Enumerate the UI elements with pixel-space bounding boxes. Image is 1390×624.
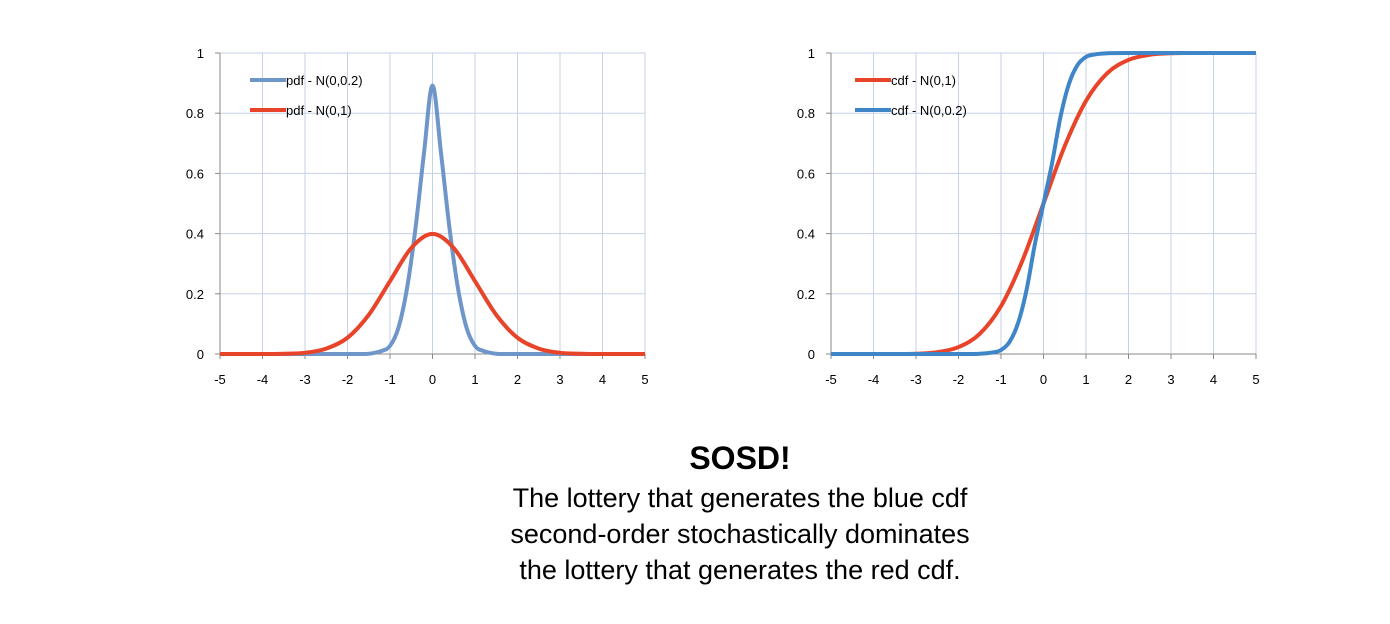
x-tick-label: 1	[1082, 372, 1089, 387]
legend-label: cdf - N(0,1)	[891, 73, 956, 88]
x-tick-label: 1	[471, 372, 478, 387]
y-tick-label: 0.6	[797, 166, 815, 181]
y-tick-label: 1	[197, 46, 204, 61]
x-tick-label: -1	[384, 372, 396, 387]
y-tick-label: 0.8	[797, 106, 815, 121]
series-line-2	[219, 231, 646, 357]
caption: SOSD! The lottery that generates the blu…	[395, 436, 1085, 588]
caption-line: the lottery that generates the red cdf.	[519, 555, 961, 585]
x-tick-label: 0	[429, 372, 436, 387]
x-tick-label: -5	[214, 372, 226, 387]
y-tick-label: 0.4	[186, 227, 204, 242]
chart-2: 0 0.2 0.4 0.6 0.8 1 -5 -4 -3 -2 -1 0 1 2 3 4 5 cdf - N(0,…	[797, 46, 1260, 387]
x-tick-label: -5	[825, 372, 837, 387]
y-tick-label: 0	[808, 347, 815, 362]
x-tick-label: -3	[910, 372, 922, 387]
x-tick-label: 4	[599, 372, 606, 387]
y-tick-label: 0	[197, 347, 204, 362]
x-tick-label: -4	[868, 372, 880, 387]
x-tick-label: -3	[299, 372, 311, 387]
caption-title: SOSD!	[689, 440, 791, 476]
caption-line: second-order stochastically dominates	[510, 519, 970, 549]
legend-label: pdf - N(0,1)	[286, 103, 352, 118]
x-tick-label: 5	[641, 372, 648, 387]
x-tick-label: -1	[995, 372, 1007, 387]
series-line-2	[830, 50, 1257, 357]
x-tick-label: 2	[1125, 372, 1132, 387]
x-tick-label: -4	[257, 372, 269, 387]
caption-line: The lottery that generates the blue cdf	[512, 483, 968, 513]
x-tick-label: 3	[1167, 372, 1174, 387]
x-tick-label: 2	[514, 372, 521, 387]
y-tick-label: 0.2	[186, 287, 204, 302]
legend-label: cdf - N(0,0.2)	[891, 103, 967, 118]
x-tick-label: -2	[953, 372, 965, 387]
x-tick-label: 4	[1210, 372, 1217, 387]
x-tick-label: 3	[556, 372, 563, 387]
y-tick-label: 0.6	[186, 166, 204, 181]
x-tick-label: 5	[1252, 372, 1259, 387]
y-tick-label: 0.8	[186, 106, 204, 121]
y-tick-label: 1	[808, 46, 815, 61]
y-tick-label: 0.2	[797, 287, 815, 302]
x-tick-label: 0	[1040, 372, 1047, 387]
y-tick-label: 0.4	[797, 227, 815, 242]
x-tick-label: -2	[342, 372, 354, 387]
series-line-1	[219, 83, 646, 357]
chart-1: 0 0.2 0.4 0.6 0.8 1 -5 -4 -3 -2 -1 0 1 2 3 4 5 pdf - N(0,…	[186, 46, 649, 387]
legend-label: pdf - N(0,0.2)	[286, 73, 363, 88]
